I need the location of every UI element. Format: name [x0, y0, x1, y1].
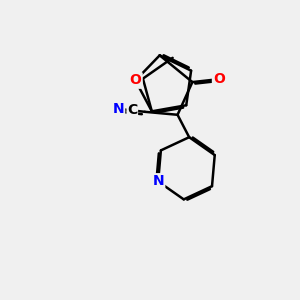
Text: N: N: [112, 102, 124, 116]
Text: O: O: [130, 74, 141, 88]
Text: C: C: [127, 103, 137, 117]
Text: N: N: [152, 175, 164, 188]
Text: O: O: [213, 72, 225, 86]
